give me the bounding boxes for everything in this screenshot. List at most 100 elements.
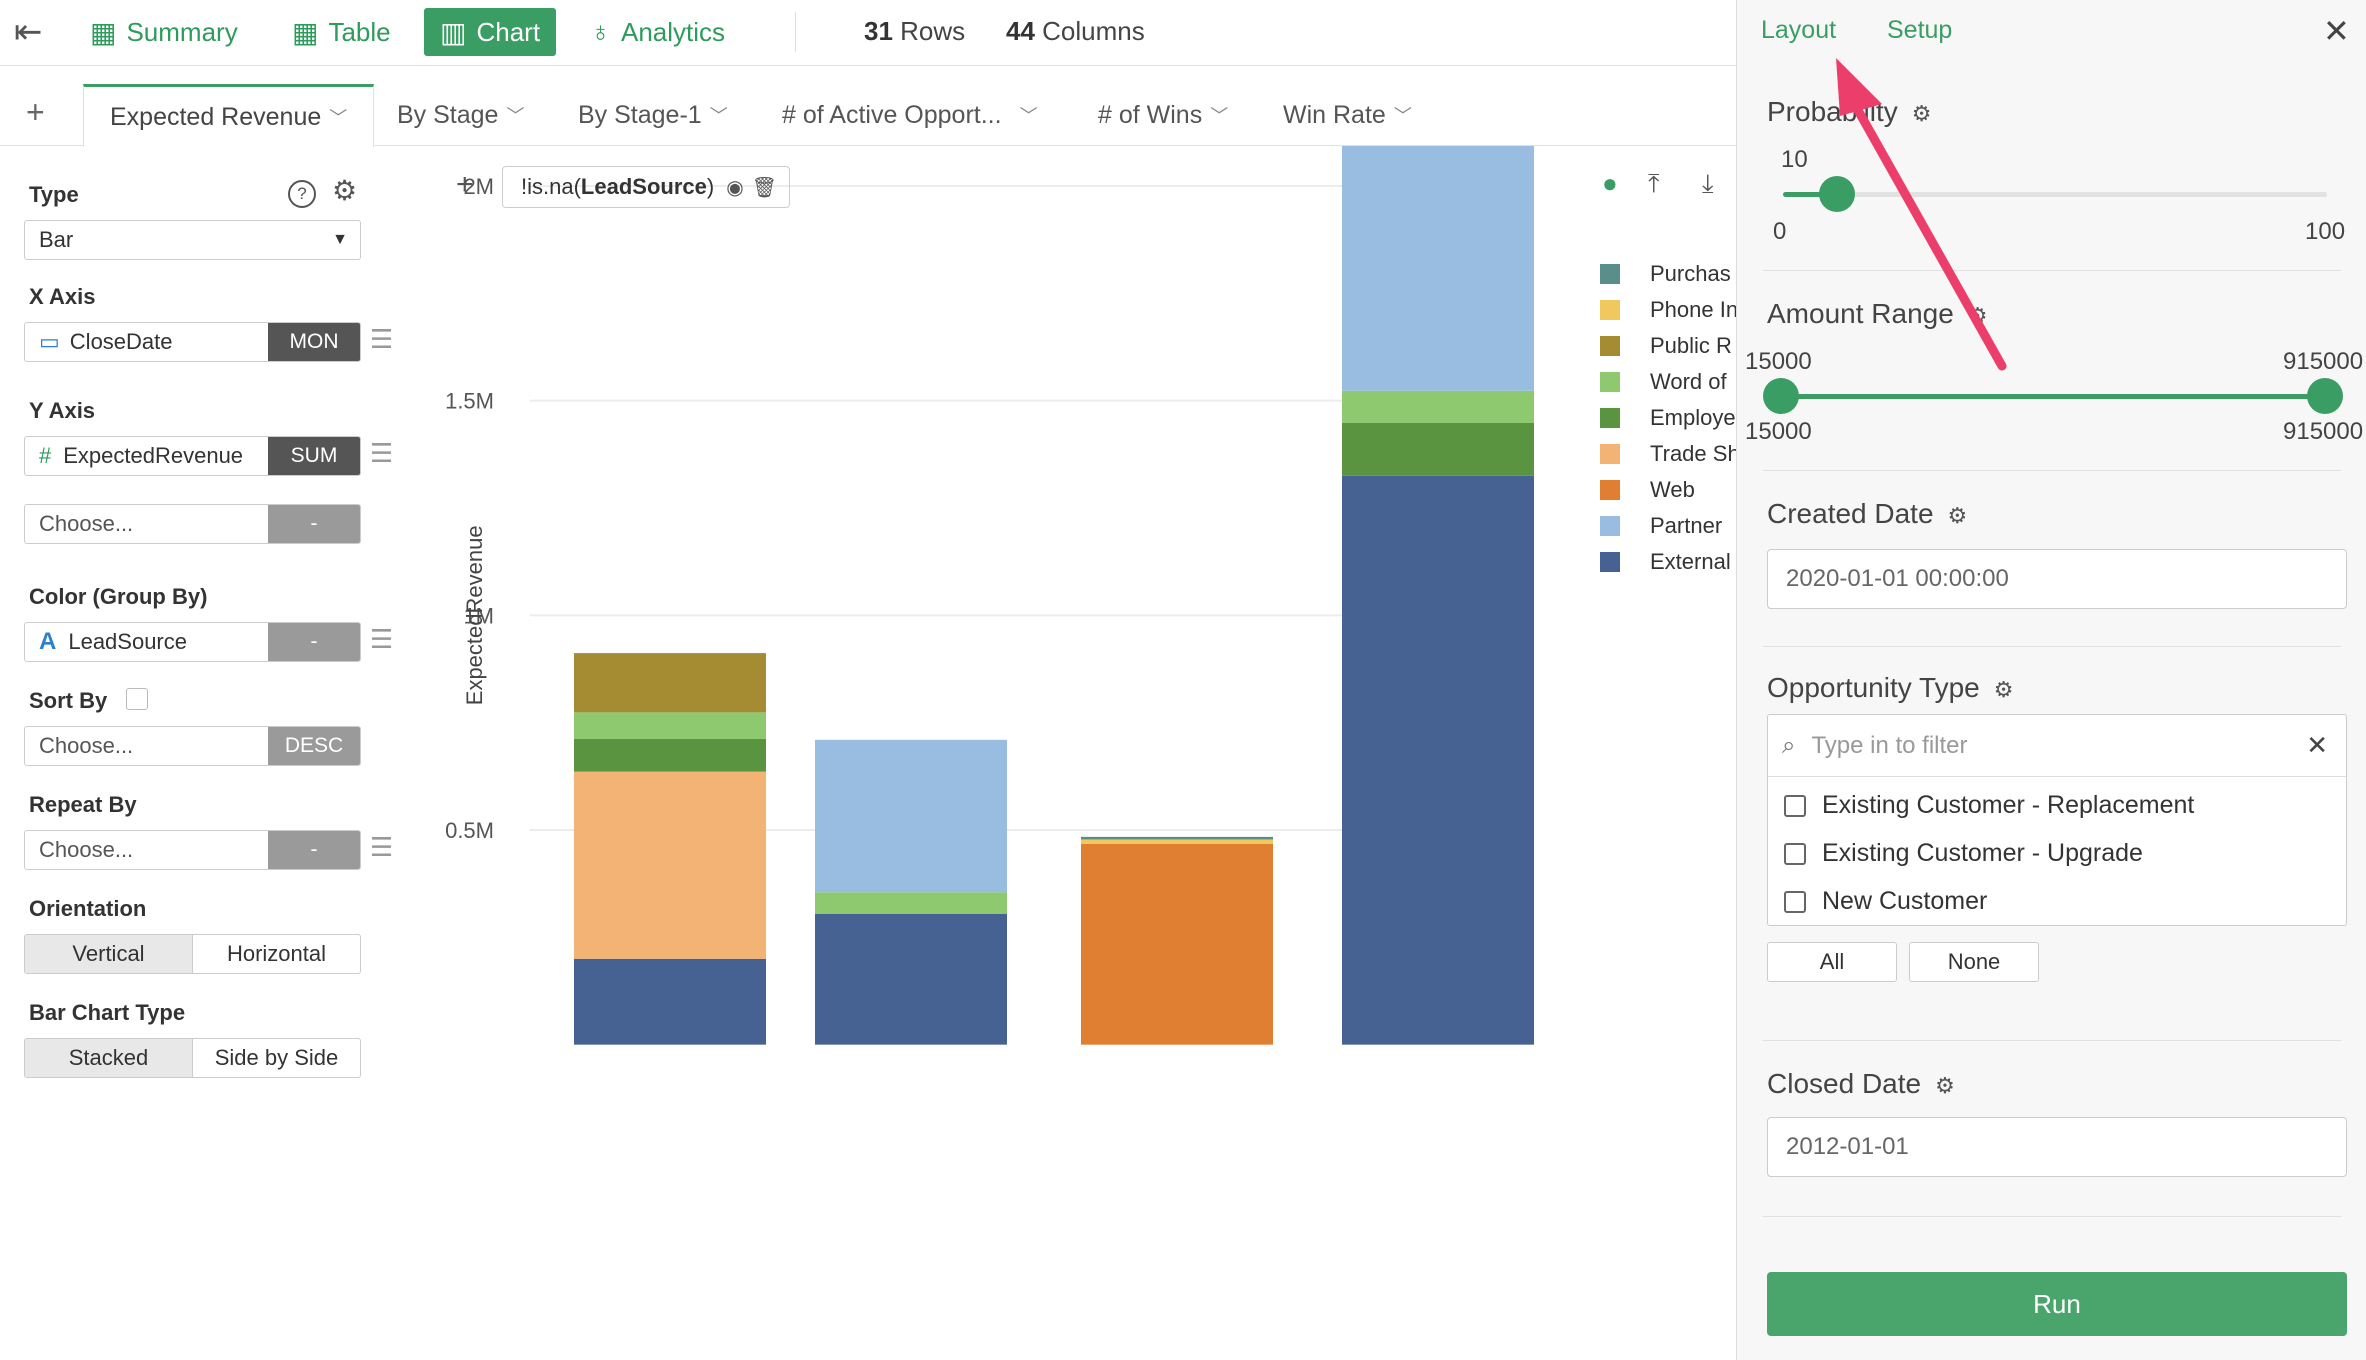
tab-active-opportunities[interactable]: # of Active Opport... ﹀ xyxy=(782,100,1038,129)
yaxis-aggregation[interactable]: SUM xyxy=(268,437,360,475)
select-all-button[interactable]: All xyxy=(1767,942,1897,982)
bar-segment[interactable] xyxy=(1342,390,1534,423)
amount-range-low: 15000 xyxy=(1745,348,1812,375)
probability-value: 10 xyxy=(1781,146,1808,173)
legend-item[interactable]: Web xyxy=(1600,476,1695,504)
mode-summary-button[interactable]: ▦ Summary xyxy=(90,16,238,48)
drag-handle-icon[interactable]: ☰ xyxy=(370,438,394,468)
bar-segment[interactable] xyxy=(815,892,1007,914)
clear-search-icon[interactable]: ✕ xyxy=(2306,730,2328,760)
sort-by-checkbox[interactable] xyxy=(126,688,148,710)
amount-range-low-handle[interactable] xyxy=(1763,378,1799,414)
probability-slider-handle[interactable] xyxy=(1819,176,1855,212)
top-toolbar: ⇤ ▦ Summary ▦ Table ▥ Chart ♁ Analytics … xyxy=(0,0,1736,66)
collapse-sidebar-icon[interactable]: ⇤ xyxy=(14,13,43,51)
help-icon[interactable]: ? xyxy=(288,180,316,208)
bar-segment[interactable] xyxy=(1342,146,1534,391)
opportunity-option[interactable]: Existing Customer - Replacement xyxy=(1784,791,2194,820)
divider xyxy=(1763,270,2341,271)
upload-icon[interactable]: ⤒ xyxy=(1648,168,1660,198)
legend-item[interactable]: Public R xyxy=(1600,332,1732,360)
opportunity-option[interactable]: Existing Customer - Upgrade xyxy=(1784,839,2143,868)
tab-win-rate[interactable]: Win Rate ﹀ xyxy=(1283,100,1412,129)
checkbox[interactable] xyxy=(1784,842,1806,865)
download-icon[interactable]: ⤓ xyxy=(1702,168,1714,198)
mode-table-button[interactable]: ▦ Table xyxy=(292,16,391,48)
legend-item[interactable]: Purchas xyxy=(1600,260,1731,288)
drag-handle-icon[interactable]: ☰ xyxy=(370,324,394,354)
xaxis-field[interactable]: ▭ CloseDate MON xyxy=(24,322,361,362)
drag-handle-icon[interactable]: ☰ xyxy=(370,832,394,862)
legend-label: Phone In xyxy=(1650,297,1736,322)
bar-segment[interactable] xyxy=(574,653,766,713)
mode-chart-button[interactable]: ▥ Chart xyxy=(424,8,557,56)
legend-label: Word of xyxy=(1650,369,1727,394)
legend-item[interactable]: Employe xyxy=(1600,404,1736,432)
gear-icon[interactable]: ⚙ xyxy=(1967,303,1988,328)
opportunity-type-search[interactable]: ⌕ Type in to filter ✕ xyxy=(1768,715,2346,777)
chart-icon: ▥ xyxy=(440,16,467,48)
amount-range-high: 915000 xyxy=(2283,348,2364,375)
gear-icon[interactable]: ⚙ xyxy=(1993,677,2014,702)
drag-handle-icon[interactable]: ☰ xyxy=(370,624,394,654)
chart-type-select[interactable]: Bar ▼ xyxy=(24,220,361,260)
run-button[interactable]: Run xyxy=(1767,1272,2347,1336)
bar-type-side-by-side-button[interactable]: Side by Side xyxy=(214,1045,339,1070)
yaxis2-field[interactable]: Choose... - xyxy=(24,504,361,544)
tab-layout[interactable]: Layout xyxy=(1761,16,1837,44)
gear-icon[interactable]: ⚙ xyxy=(1911,101,1932,126)
bar-segment[interactable] xyxy=(815,913,1007,1045)
amount-range-label: Amount Range ⚙ xyxy=(1767,298,1988,329)
bar-type-toggle: Stacked Side by Side xyxy=(24,1038,361,1078)
bar-type-stacked-button[interactable]: Stacked xyxy=(25,1039,193,1077)
gear-icon[interactable]: ⚙ xyxy=(332,175,358,206)
bar-segment[interactable] xyxy=(1081,843,1273,1045)
checkbox[interactable] xyxy=(1784,890,1806,913)
select-none-button[interactable]: None xyxy=(1909,942,2039,982)
add-filter-icon[interactable]: + xyxy=(456,168,474,201)
eye-toggle-icon[interactable]: ◉ xyxy=(726,176,744,199)
orientation-horizontal-button[interactable]: Horizontal xyxy=(226,941,327,966)
gear-icon[interactable]: ⚙ xyxy=(1947,503,1968,528)
opportunity-option[interactable]: New Customer xyxy=(1784,887,1987,916)
repeat-by-field[interactable]: Choose... - xyxy=(24,830,361,870)
mode-analytics-button[interactable]: ♁ Analytics xyxy=(590,16,726,47)
tab-number-of-wins[interactable]: # of Wins ﹀ xyxy=(1098,100,1229,129)
legend-item[interactable]: Phone In xyxy=(1600,296,1736,324)
legend-item[interactable]: Partner xyxy=(1600,512,1722,540)
created-date-input[interactable]: 2020-01-01 00:00:00 xyxy=(1767,549,2347,609)
xaxis-aggregation[interactable]: MON xyxy=(268,323,360,361)
legend-item[interactable]: Word of xyxy=(1600,368,1727,396)
bar-segment[interactable] xyxy=(574,712,766,739)
bar-segment[interactable] xyxy=(574,958,766,1045)
amount-range-slider-fill[interactable] xyxy=(1783,394,2321,399)
bar-segment[interactable] xyxy=(815,739,1007,893)
tab-by-stage-1[interactable]: By Stage-1 ﹀ xyxy=(578,100,728,129)
amount-range-high-handle[interactable] xyxy=(2307,378,2343,414)
legend-item[interactable]: External xyxy=(1600,548,1731,576)
bar-segment[interactable] xyxy=(1081,836,1273,840)
comment-icon[interactable]: ● xyxy=(1602,168,1618,198)
sort-by-field[interactable]: Choose... DESC xyxy=(24,726,361,766)
closed-date-input[interactable]: 2012-01-01 xyxy=(1767,1117,2347,1177)
probability-slider-track[interactable] xyxy=(1783,192,2327,197)
tab-setup[interactable]: Setup xyxy=(1887,16,1953,44)
color-groupby-field[interactable]: A LeadSource - xyxy=(24,622,361,662)
checkbox[interactable] xyxy=(1784,794,1806,817)
gear-icon[interactable]: ⚙ xyxy=(1935,1073,1955,1098)
orientation-toggle: Vertical Horizontal xyxy=(24,934,361,974)
bar-segment[interactable] xyxy=(574,738,766,772)
close-icon[interactable]: ✕ xyxy=(2323,13,2350,49)
legend-item[interactable]: Trade Sh xyxy=(1600,440,1736,468)
yaxis-field[interactable]: # ExpectedRevenue SUM xyxy=(24,436,361,476)
orientation-vertical-button[interactable]: Vertical xyxy=(25,935,193,973)
tab-expected-revenue[interactable]: Expected Revenue ﹀ xyxy=(83,84,375,147)
filter-chip[interactable]: !is.na(LeadSource) ◉ 🗑 xyxy=(502,166,791,208)
bar-segment[interactable] xyxy=(1342,475,1534,1045)
tab-by-stage[interactable]: By Stage ﹀ xyxy=(397,100,525,129)
bar-segment[interactable] xyxy=(1342,422,1534,476)
bar-segment[interactable] xyxy=(1081,839,1273,844)
bar-segment[interactable] xyxy=(574,771,766,959)
add-chart-icon[interactable]: + xyxy=(26,94,45,130)
trash-icon[interactable]: 🗑 xyxy=(751,176,778,199)
